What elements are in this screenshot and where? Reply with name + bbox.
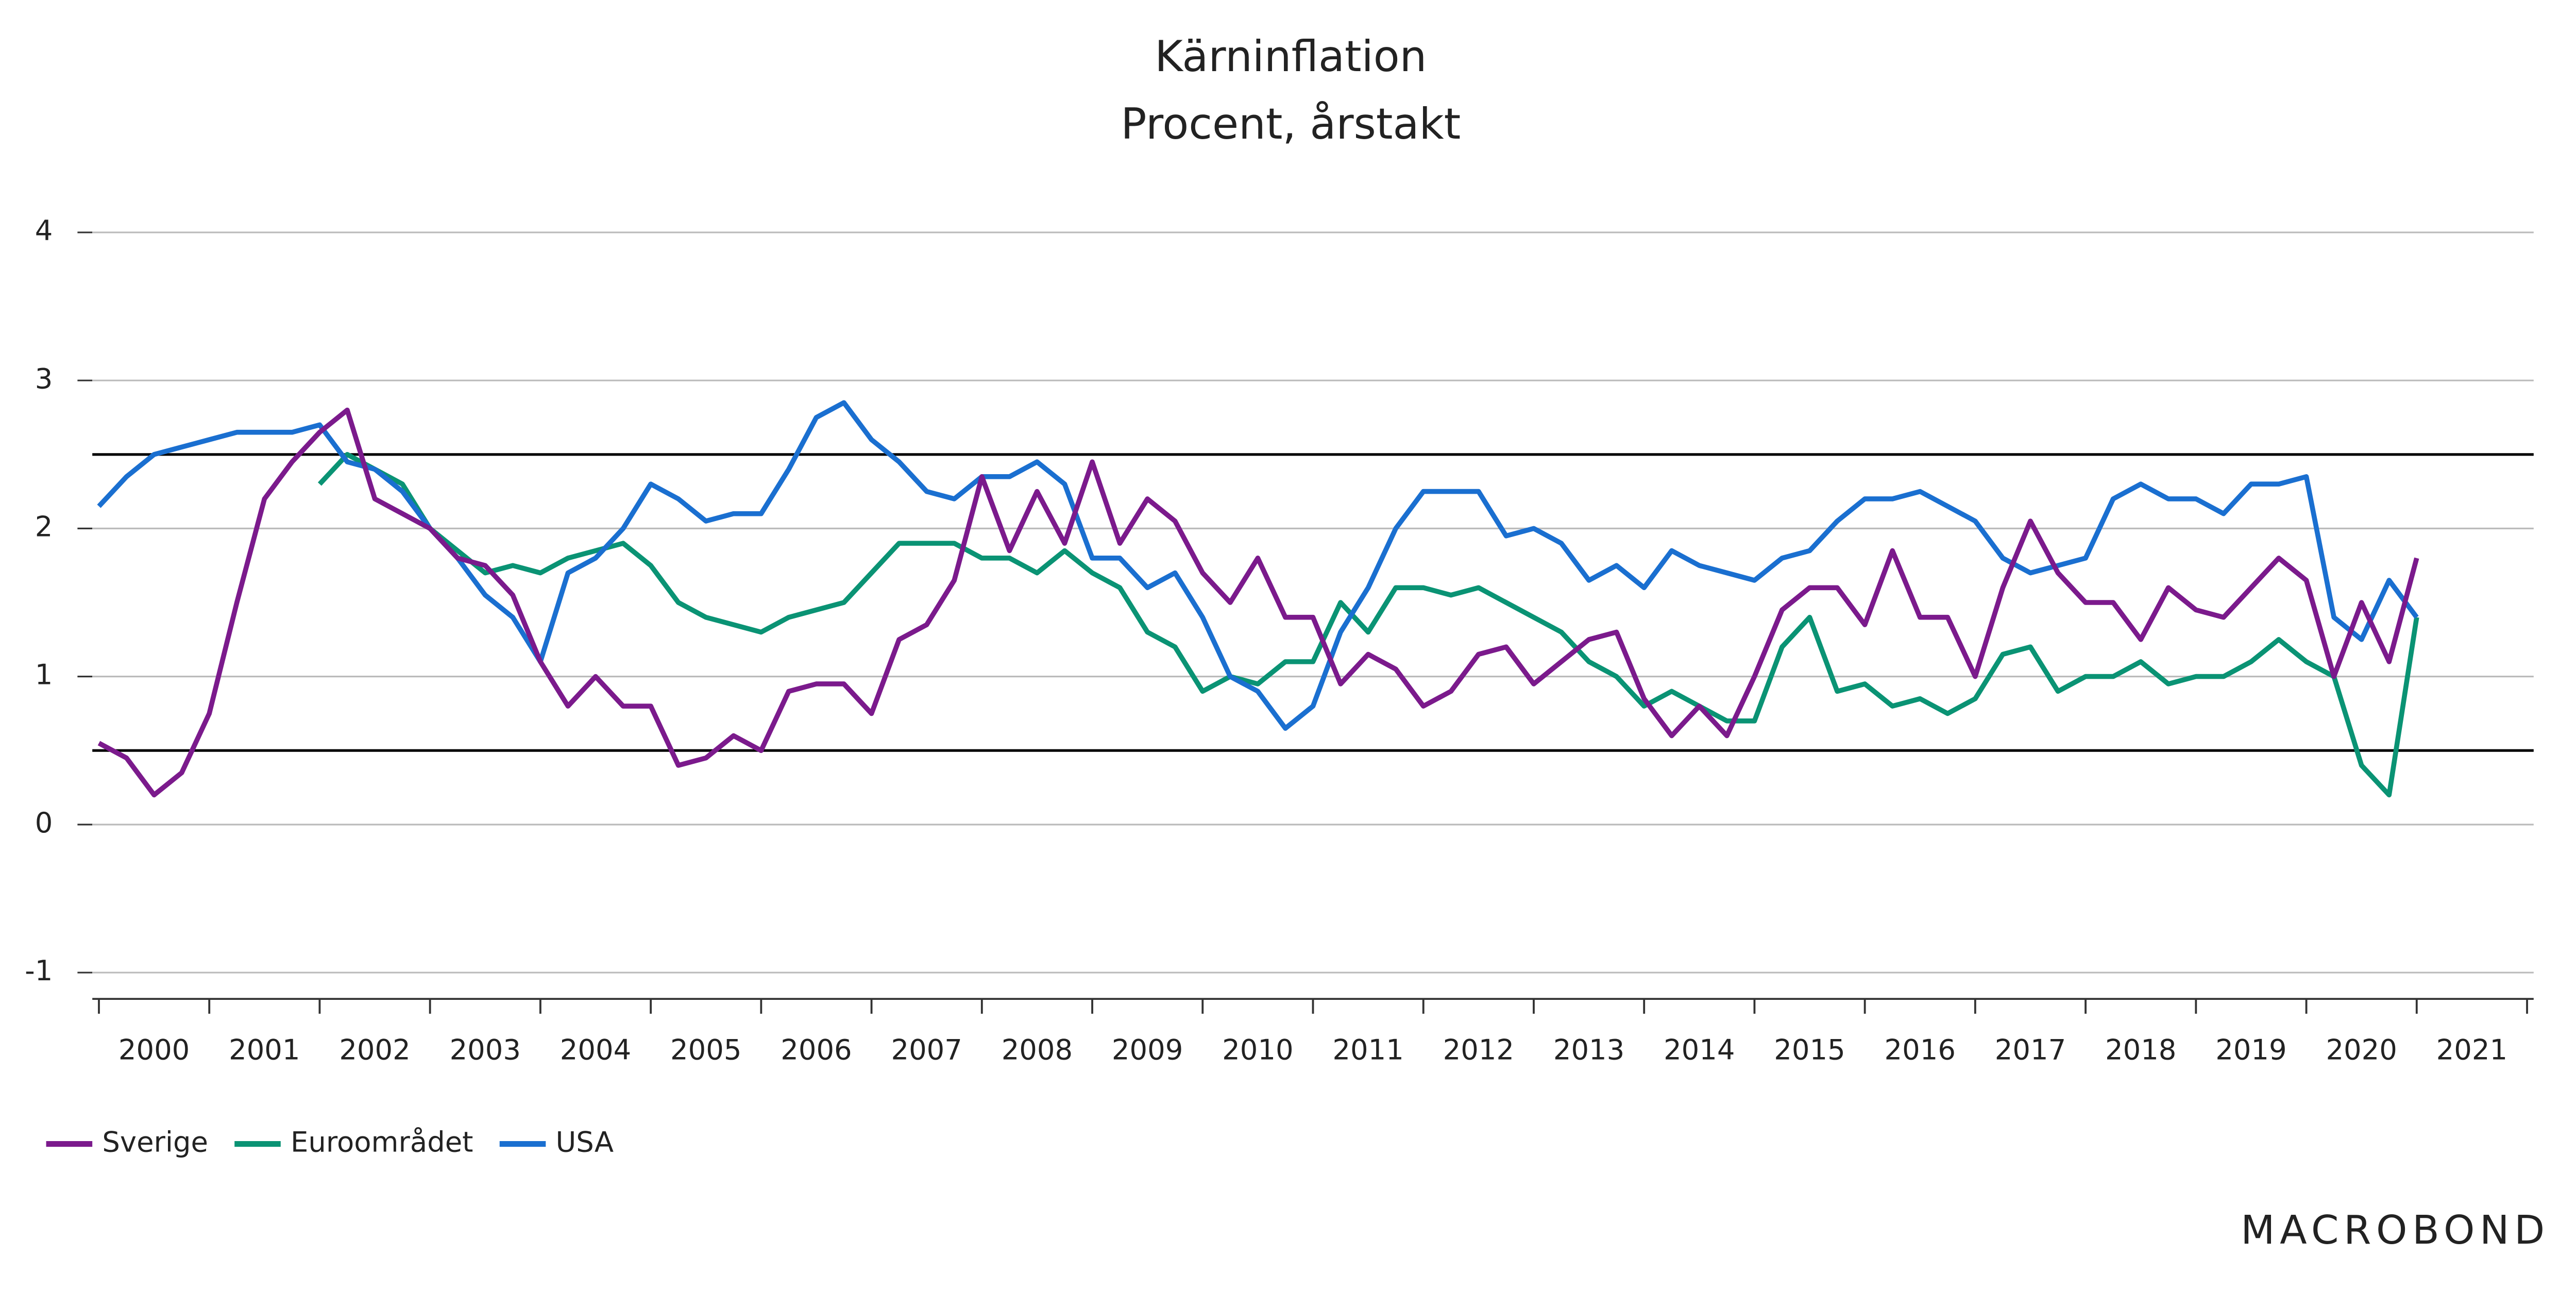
x-tick-label: 2000 <box>118 1034 190 1066</box>
series-line <box>97 400 2419 731</box>
x-tick-label: 2010 <box>1222 1034 1293 1066</box>
y-tick-label: 2 <box>35 511 53 543</box>
series-line <box>97 407 2419 798</box>
x-tick-label: 2009 <box>1112 1034 1183 1066</box>
x-tick-label: 2020 <box>2326 1034 2397 1066</box>
x-tick-label: 2016 <box>1885 1034 1956 1066</box>
y-tick-label: 4 <box>35 214 53 247</box>
x-tick-label: 2007 <box>891 1034 962 1066</box>
x-tick-label: 2012 <box>1443 1034 1514 1066</box>
x-tick-label: 2018 <box>2105 1034 2176 1066</box>
x-tick-label: 2005 <box>670 1034 741 1066</box>
x-tick-label: 2014 <box>1664 1034 1735 1066</box>
x-tick-label: 2008 <box>1002 1034 1073 1066</box>
legend-label: Sverige <box>102 1126 208 1159</box>
x-tick-label: 2003 <box>450 1034 521 1066</box>
x-tick-label: 2002 <box>339 1034 410 1066</box>
x-tick-label: 2001 <box>229 1034 300 1066</box>
x-tick-label: 2013 <box>1553 1034 1624 1066</box>
series-line <box>317 451 2419 798</box>
y-tick-label: -1 <box>25 955 53 987</box>
y-tick-label: 3 <box>35 362 53 395</box>
legend-label: USA <box>556 1126 614 1159</box>
x-tick-label: 2006 <box>781 1034 852 1066</box>
x-tick-label: 2015 <box>1774 1034 1845 1066</box>
x-tick-label: 2017 <box>1995 1034 2066 1066</box>
x-tick-label: 2021 <box>2436 1034 2507 1066</box>
chart-subtitle: Procent, årstakt <box>1121 99 1461 149</box>
legend-label: Euroområdet <box>291 1126 473 1159</box>
x-tick-label: 2019 <box>2215 1034 2286 1066</box>
chart-title: Kärninflation <box>1155 31 1427 81</box>
x-tick-label: 2004 <box>560 1034 631 1066</box>
x-tick-label: 2011 <box>1332 1034 1403 1066</box>
y-tick-label: 0 <box>35 807 53 839</box>
y-tick-label: 1 <box>35 659 53 691</box>
brand-logo: MACROBOND <box>2241 1208 2550 1253</box>
